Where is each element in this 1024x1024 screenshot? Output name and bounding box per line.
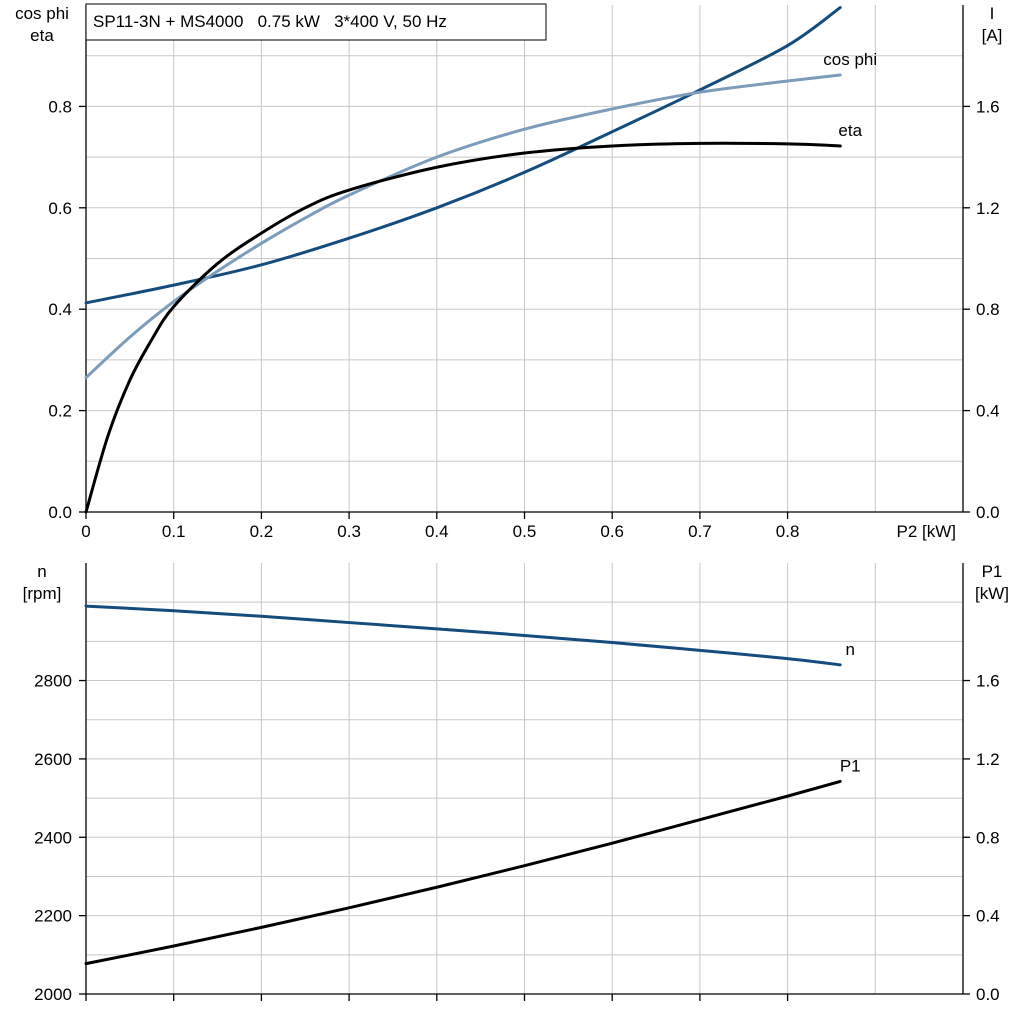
y-left-axis-unit: eta — [30, 26, 54, 45]
series-label-p1: P1 — [840, 756, 861, 775]
x-tick-label: 0.7 — [688, 522, 712, 541]
x-axis-label: P2 [kW] — [896, 522, 956, 541]
series-label-cos-phi: cos phi — [823, 50, 877, 69]
x-tick-label: 0.4 — [425, 522, 449, 541]
y-right-axis-unit: [kW] — [975, 584, 1009, 603]
y-left-tick-label: 2200 — [34, 907, 72, 926]
y-left-tick-label: 0.2 — [48, 402, 72, 421]
y-left-tick-label: 0.6 — [48, 199, 72, 218]
y-left-tick-label: 2800 — [34, 672, 72, 691]
x-tick-label: 0.3 — [337, 522, 361, 541]
y-left-axis-label: n — [37, 562, 46, 581]
y-right-axis-label: I — [990, 4, 995, 23]
y-right-axis-unit: [A] — [982, 26, 1003, 45]
y-left-tick-label: 2600 — [34, 750, 72, 769]
y-right-tick-label: 0.0 — [976, 503, 1000, 522]
y-right-tick-label: 1.2 — [976, 199, 1000, 218]
series-line-i — [84, 6, 842, 305]
y-left-tick-label: 0.0 — [48, 503, 72, 522]
x-tick-label: 0.5 — [513, 522, 537, 541]
title-box — [85, 3, 547, 41]
series-label-n: n — [845, 640, 854, 659]
series-label-i: I — [848, 0, 853, 2]
y-left-axis-label: cos phi — [15, 4, 69, 23]
y-right-tick-label: 0.4 — [976, 402, 1000, 421]
y-left-axis-unit: [rpm] — [23, 584, 62, 603]
series-label-eta: eta — [838, 121, 862, 140]
x-tick-label: 0.1 — [162, 522, 186, 541]
series-line-eta — [84, 141, 842, 514]
y-right-tick-label: 0.8 — [976, 300, 1000, 319]
y-right-tick-label: 0.8 — [976, 828, 1000, 847]
y-left-tick-label: 0.8 — [48, 97, 72, 116]
x-tick-label: 0.8 — [776, 522, 800, 541]
y-right-tick-label: 1.2 — [976, 750, 1000, 769]
series-line-cos-phi — [84, 73, 842, 380]
x-tick-label: 0 — [81, 522, 90, 541]
y-right-tick-label: 0.0 — [976, 985, 1000, 1004]
x-tick-label: 0.2 — [250, 522, 274, 541]
chart-panel-2: 2000 2200 2400 2600 2800 0.0 0.4 0.8 1.2 1.6 n [rpm… — [23, 562, 1009, 1004]
y-left-tick-label: 2000 — [34, 985, 72, 1004]
x-tick-label: 0.6 — [600, 522, 624, 541]
y-right-axis-label: P1 — [982, 562, 1003, 581]
chart-panel-1: 0 0.1 0.2 0.3 0.4 0.5 0.6 0.7 0.8 P2 [kW] 0.0 0.2 0.… — [15, 0, 1002, 541]
chart-title: SP11-3N + MS4000 0.75 kW 3*400 V, 50 Hz — [93, 12, 447, 31]
y-right-tick-label: 0.4 — [976, 907, 1000, 926]
y-left-tick-label: 0.4 — [48, 300, 72, 319]
y-right-tick-label: 1.6 — [976, 97, 1000, 116]
y-left-tick-label: 2400 — [34, 828, 72, 847]
series-line-p1 — [84, 779, 842, 966]
y-right-tick-label: 1.6 — [976, 672, 1000, 691]
series-line-n — [84, 604, 842, 667]
